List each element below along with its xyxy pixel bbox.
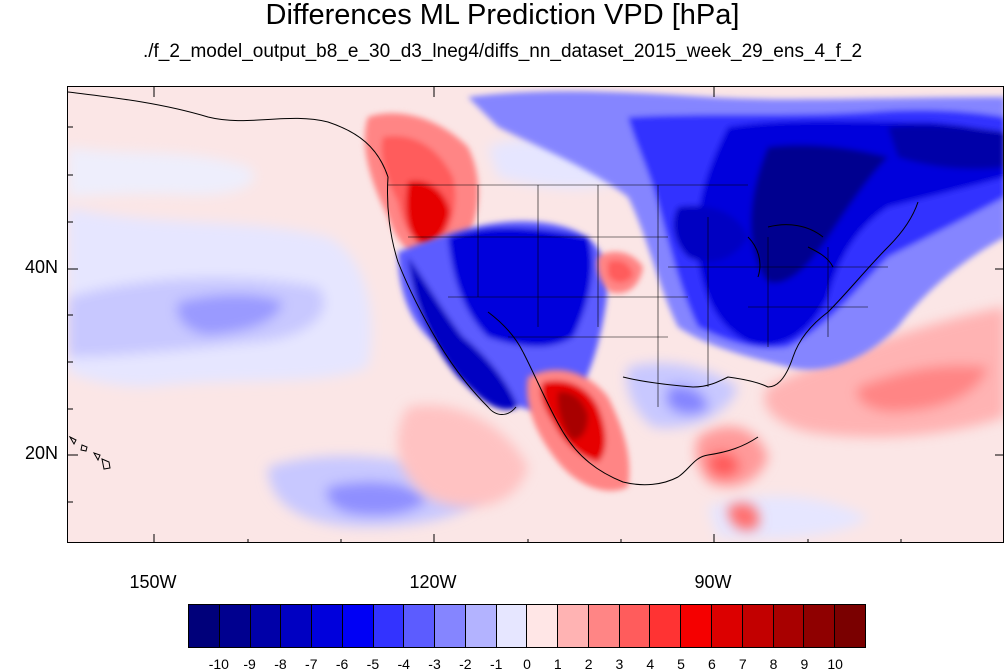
colorbar-swatch: [250, 605, 282, 647]
colorbar-tick-label: 0: [523, 656, 531, 672]
western-dry-anomaly-layer: [398, 221, 608, 411]
coastlines: [68, 91, 919, 486]
colorbar-swatch: [219, 605, 251, 647]
colorbar-tick-label: 3: [615, 656, 624, 672]
colorbar-swatch: [742, 605, 774, 647]
colorbar-tick-label: 10: [827, 656, 843, 672]
lon-label-120w: 120W: [409, 572, 457, 592]
colorbar-tick-label: 6: [708, 656, 716, 672]
colorbar: [188, 604, 866, 648]
colorbar-swatch: [588, 605, 620, 647]
plains-warm-anomaly-layer: [597, 251, 643, 294]
eastern-dry-anomaly-layer: [468, 91, 1003, 370]
colorbar-swatch: [619, 605, 651, 647]
lon-label-90w: 90W: [694, 572, 732, 592]
colorbar-tick-label: 2: [584, 656, 593, 672]
colorbar-tick-label: -3: [428, 656, 441, 672]
colorbar-tick-label: -2: [459, 656, 472, 672]
colorbar-swatch: [681, 605, 713, 647]
colorbar-swatch: [281, 605, 313, 647]
mexico-warm-anomaly-layer: [527, 369, 630, 491]
map-subtitle: ./f_2_model_output_b8_e_30_d3_lneg4/diff…: [142, 41, 863, 62]
colorbar-tick-label: 1: [553, 656, 562, 672]
colorbar-tick-label: -10: [208, 656, 229, 672]
colorbar-swatch: [773, 605, 805, 647]
colorbar-swatch: [804, 605, 836, 647]
colorbar-swatch: [373, 605, 405, 647]
map-panel: [67, 86, 1004, 543]
colorbar-tick-label: 8: [769, 656, 778, 672]
colorbar-swatch: [312, 605, 343, 647]
colorbar-swatch: [404, 605, 436, 647]
colorbar-tick-label: 7: [738, 656, 747, 672]
colorbar-swatch: [835, 605, 865, 647]
lon-label-150w: 150W: [129, 572, 177, 592]
colorbar-swatch: [342, 605, 374, 647]
hawaii-islands: [68, 435, 111, 470]
colorbar-tick-label: -6: [335, 656, 349, 672]
colorbar-tick-label: -8: [274, 656, 287, 672]
colorbar-swatch: [189, 605, 220, 647]
map-title: Differences ML Prediction VPD [hPa]: [265, 0, 740, 31]
colorbar-swatch: [496, 605, 528, 647]
colorbar-swatch: [465, 605, 497, 647]
colorbar-swatch: [650, 605, 682, 647]
colorbar-swatch: [527, 605, 559, 647]
colorbar-tick-label: -4: [397, 656, 410, 672]
colorbar-tick-label: -9: [243, 656, 256, 672]
pacific-northwest-warm-layer: [364, 113, 479, 263]
state-boundaries: [388, 184, 888, 407]
colorbar-tick-label: 9: [800, 656, 809, 672]
colorbar-swatch: [435, 605, 466, 647]
colorbar-tick-label: -5: [366, 656, 380, 672]
colorbar-swatch: [558, 605, 589, 647]
colorbar-tick-label: -1: [489, 656, 503, 672]
lat-label-40n: 40N: [24, 257, 58, 277]
lat-label-20n: 20N: [24, 443, 58, 463]
colorbar-tick-label: 5: [677, 656, 685, 672]
map-canvas: [68, 87, 1003, 542]
gulf-light-anomaly-layer: [626, 363, 738, 428]
inner-ticks: [68, 87, 1003, 542]
colorbar-tick-label: -7: [305, 656, 318, 672]
colorbar-swatch: [712, 605, 743, 647]
colorbar-tick-label: 4: [646, 656, 655, 672]
